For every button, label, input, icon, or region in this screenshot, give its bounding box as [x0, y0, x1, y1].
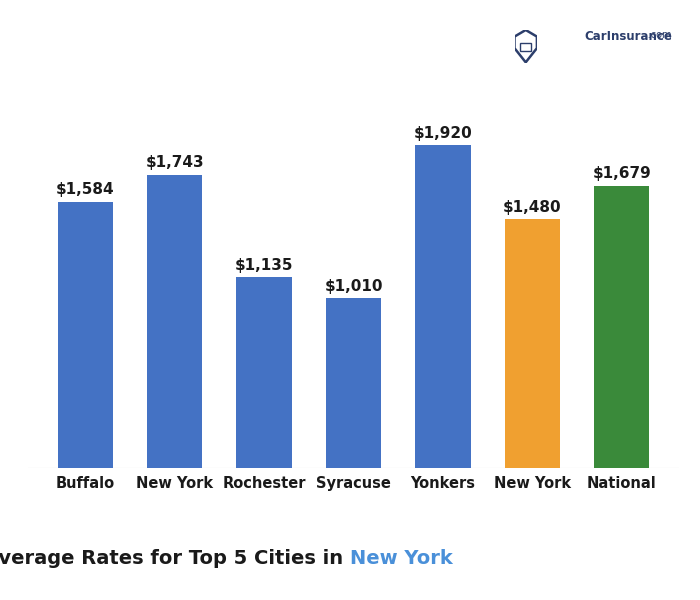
Bar: [520, 43, 531, 52]
Text: $1,480: $1,480: [503, 200, 561, 215]
Bar: [326, 298, 382, 468]
Text: Average Rates for Top 5 Cities in: Average Rates for Top 5 Cities in: [0, 548, 350, 568]
Text: .com: .com: [605, 30, 672, 40]
Bar: [594, 186, 650, 468]
Text: $1,920: $1,920: [414, 126, 473, 141]
Text: $1,743: $1,743: [146, 155, 204, 170]
Text: New York: New York: [350, 548, 453, 568]
Bar: [147, 175, 202, 468]
Bar: [237, 277, 292, 468]
Text: $1,135: $1,135: [235, 257, 293, 272]
Bar: [57, 202, 113, 468]
Text: CarInsurance: CarInsurance: [584, 30, 672, 43]
Bar: [415, 145, 470, 468]
Text: $1,584: $1,584: [56, 182, 115, 197]
Text: $1,679: $1,679: [592, 166, 651, 181]
Bar: [505, 220, 560, 468]
Text: $1,010: $1,010: [324, 278, 383, 293]
